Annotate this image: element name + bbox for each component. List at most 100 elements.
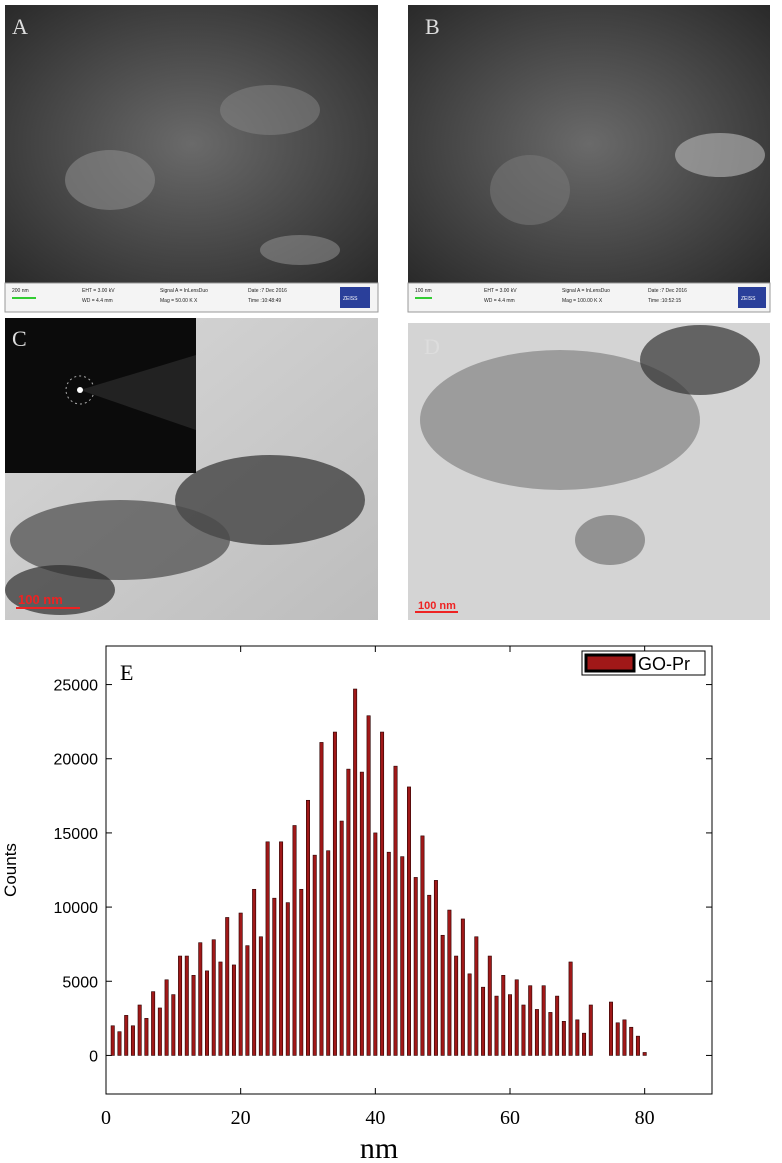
- logo: [340, 287, 370, 308]
- bar: [588, 1004, 593, 1056]
- bar: [292, 825, 297, 1056]
- bar: [312, 854, 317, 1056]
- bar: [346, 768, 351, 1056]
- scale-bar-label: 100 nm: [418, 600, 456, 612]
- bar: [279, 841, 284, 1056]
- bar: [198, 942, 203, 1056]
- bar: [635, 1035, 640, 1056]
- bar: [393, 765, 398, 1056]
- texture: [5, 565, 115, 615]
- info-text: Date :7 Dec 2016: [648, 288, 687, 294]
- histogram: 0 5000 10000 15000 20000 25000 0 20 40 60 80 nm Coun…: [1, 645, 713, 1163]
- panel-c: C 100 nm: [5, 318, 378, 620]
- bar: [245, 945, 250, 1056]
- logo: [738, 287, 766, 308]
- bar: [407, 786, 411, 1056]
- bar: [582, 1032, 587, 1056]
- bar: [575, 1019, 580, 1056]
- bar: [400, 856, 405, 1056]
- bar: [285, 902, 290, 1056]
- bar: [306, 799, 310, 1056]
- bar: [373, 832, 378, 1056]
- texture: [65, 150, 155, 210]
- bar: [332, 731, 337, 1056]
- bar: [508, 994, 512, 1056]
- info-text: EHT = 3.00 kV: [484, 288, 517, 294]
- bar: [130, 1025, 135, 1056]
- bar: [265, 841, 270, 1056]
- panel-label: A: [12, 14, 28, 39]
- bar: [252, 888, 257, 1056]
- info-text: Mag = 50.00 K X: [160, 298, 198, 304]
- bar: [622, 1019, 627, 1056]
- bar: [561, 1021, 566, 1056]
- bar: [299, 888, 304, 1056]
- x-axis-label: nm: [360, 1132, 398, 1163]
- bar: [609, 1001, 613, 1056]
- texture: [640, 325, 760, 395]
- bar: [178, 955, 183, 1056]
- panel-d: D 100 nm: [408, 323, 770, 620]
- logo-text: ZEISS: [343, 296, 358, 302]
- y-tick-label: 25000: [54, 678, 99, 695]
- y-tick-label: 0: [89, 1048, 98, 1065]
- bar: [272, 897, 277, 1056]
- info-bar: [407, 282, 771, 313]
- info-text: Time :10:52:15: [648, 298, 681, 304]
- info-text: Mag = 100.00 K X: [562, 298, 603, 304]
- x-tick-label: 20: [231, 1107, 251, 1129]
- bar: [225, 917, 230, 1056]
- x-tick-label: 80: [635, 1107, 655, 1129]
- scale-bar-label: 200 nm: [12, 288, 29, 294]
- info-text: EHT = 3.00 kV: [82, 288, 115, 294]
- bar: [359, 771, 364, 1056]
- bar: [191, 975, 196, 1056]
- x-tick-label: 40: [365, 1107, 385, 1129]
- info-text: WD = 4.4 mm: [82, 298, 113, 304]
- bar: [151, 991, 156, 1056]
- bar: [380, 731, 385, 1056]
- bar: [413, 877, 418, 1056]
- panel-label: B: [425, 14, 440, 39]
- bar: [238, 912, 243, 1056]
- legend-swatch: [584, 653, 636, 673]
- scale-bar-label: 100 nm: [18, 592, 63, 607]
- bar: [467, 973, 472, 1056]
- panel-b: B 100 nm EHT = 3.00 kV WD = 4.4 mm Signa…: [407, 5, 771, 313]
- bar: [258, 936, 263, 1056]
- bar: [184, 955, 189, 1056]
- info-text: WD = 4.4 mm: [484, 298, 515, 304]
- bar: [339, 820, 344, 1056]
- panel-label: C: [12, 326, 27, 351]
- bar: [205, 970, 209, 1056]
- texture: [175, 455, 365, 545]
- logo-text: ZEISS: [741, 296, 756, 302]
- y-tick-label: 5000: [62, 974, 98, 991]
- texture: [220, 85, 320, 135]
- legend-label: GO-Pr: [638, 654, 690, 674]
- texture: [260, 235, 340, 265]
- bar: [555, 995, 560, 1056]
- texture: [10, 500, 230, 580]
- bar: [501, 975, 506, 1056]
- info-text: Signal A = InLensDuo: [160, 288, 208, 294]
- bar: [326, 850, 331, 1056]
- texture: [675, 133, 765, 177]
- bar: [474, 936, 479, 1056]
- bar: [487, 955, 492, 1056]
- bar: [171, 994, 176, 1056]
- bar: [514, 979, 519, 1056]
- bar: [319, 742, 324, 1056]
- info-bar: [4, 282, 379, 313]
- bar: [615, 1022, 620, 1056]
- bar: [353, 688, 358, 1056]
- bar: [157, 1007, 162, 1056]
- beam-stop: [80, 355, 196, 430]
- bar: [447, 909, 452, 1056]
- bar: [534, 1009, 539, 1056]
- bar: [454, 955, 459, 1056]
- panel-label: E: [120, 660, 133, 685]
- bar: [366, 715, 371, 1056]
- bar: [420, 835, 425, 1056]
